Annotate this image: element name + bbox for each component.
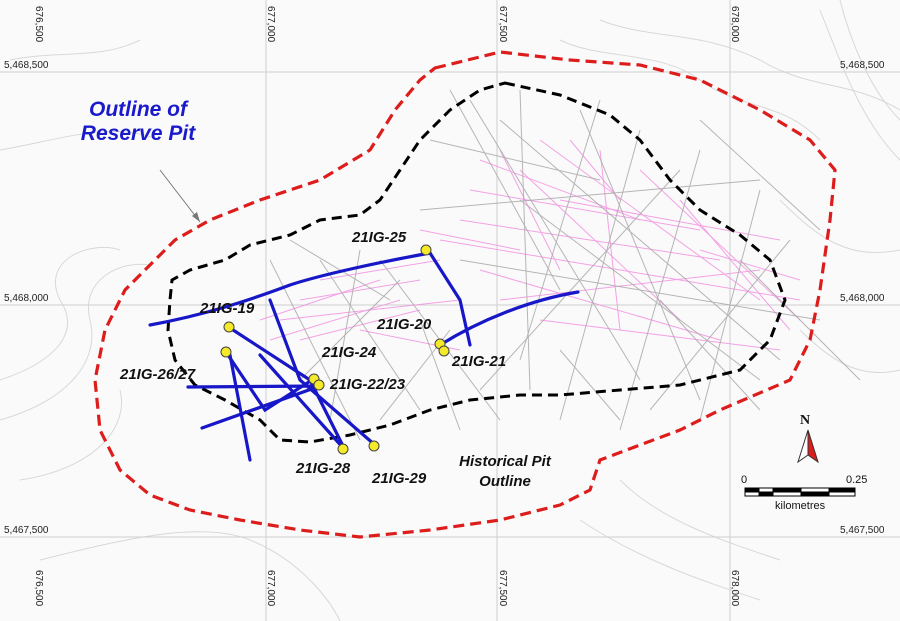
drillhole-label-21ig-28[interactable]: 21IG-28: [296, 460, 351, 477]
grid-x-label-676500-bottom: 676,500: [33, 570, 44, 607]
grid-y-label-5468000-left: 5,468,000: [4, 293, 49, 304]
drill-collars: [220, 244, 450, 455]
grid-x-label-677500-top: 677,500: [497, 6, 508, 43]
drillhole-label-21ig-19[interactable]: 21IG-19: [200, 300, 255, 317]
drillhole-label-21ig-25[interactable]: 21IG-25: [352, 229, 407, 246]
grid-y-label-5468500-left: 5,468,500: [4, 60, 49, 71]
drillhole-label-21ig-29[interactable]: 21IG-29: [372, 470, 427, 487]
north-label: N: [800, 413, 811, 428]
grid-y-label-5467500-left: 5,467,500: [4, 525, 49, 536]
scale-bar: [744, 487, 856, 497]
drillhole-label-21ig-21[interactable]: 21IG-21: [452, 353, 507, 370]
scale-end-label: 0.25: [846, 474, 868, 486]
reserve-pit-title-line2: Reserve Pit: [80, 122, 196, 145]
reserve-pit-title-line1: Outline of: [89, 98, 187, 121]
grid-y-label-5468000-right: 5,468,000: [840, 293, 885, 304]
drillhole-label-21ig-20[interactable]: 21IG-20: [377, 316, 432, 333]
grid-y-label-5467500-right: 5,467,500: [840, 525, 885, 536]
grid-x-label-677000-bottom: 677,000: [265, 570, 276, 607]
drillhole-label-21ig-26-27[interactable]: 21IG-26/27: [120, 366, 196, 383]
drillhole-label-21ig-22-23[interactable]: 21IG-22/23: [330, 376, 406, 393]
reserve-pit-leader: [159, 169, 201, 223]
scale-start-label: 0: [741, 474, 748, 486]
grid-x-label-677000-top: 677,000: [265, 6, 276, 43]
grid-x-label-677500-bottom: 677,500: [497, 570, 508, 607]
drillhole-label-21ig-24[interactable]: 21IG-24: [322, 344, 377, 361]
grid-y-label-5468500-right: 5,468,500: [840, 60, 885, 71]
grid-x-label-678000-bottom: 678,000: [729, 570, 740, 607]
grid-x-label-678000-top: 678,000: [729, 6, 740, 43]
historical-pit-label-line2: Outline: [479, 473, 531, 490]
reserve-pit-title: Outline of Reserve Pit: [68, 98, 208, 146]
historical-drill-traces: [259, 89, 861, 441]
historical-pit-label-line1: Historical Pit: [459, 453, 551, 470]
grid-x-label-676500-top: 676,500: [33, 6, 44, 43]
reserve-pit-outline: [93, 50, 837, 539]
historical-pit-outline: [166, 81, 787, 444]
historical-pit-label: Historical Pit Outline: [445, 452, 565, 492]
north-arrow-icon: [797, 429, 819, 464]
scale-unit-label: kilometres: [775, 500, 826, 512]
